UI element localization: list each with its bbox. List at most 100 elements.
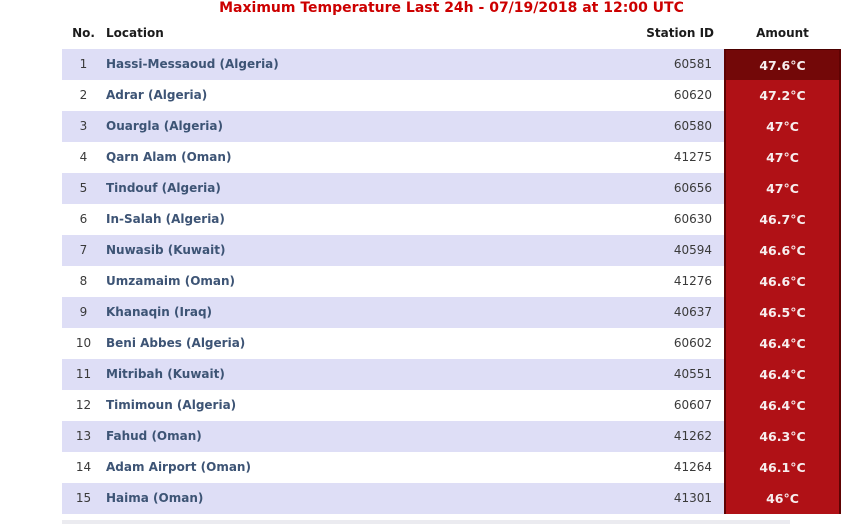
- row-station-id: 41262: [640, 421, 714, 452]
- row-no: 12: [75, 398, 92, 412]
- column-header-amount: Amount: [756, 26, 809, 40]
- column-header-no: No.: [72, 26, 95, 40]
- row-no: 2: [79, 88, 88, 102]
- amount-cell: 46.5°C: [724, 297, 841, 328]
- amount-cell: 47°C: [724, 142, 841, 173]
- column-header-station-id: Station ID: [646, 26, 714, 40]
- table-row: 7 Nuwasib (Kuwait) 40594 46.6°C: [62, 235, 841, 266]
- row-station-id: 41264: [673, 460, 712, 474]
- amount-cell: 46.4°C: [724, 390, 841, 421]
- table-row: 15 Haima (Oman) 41301 46°C: [62, 483, 841, 514]
- row-station-id: 60630: [673, 212, 712, 226]
- row-no: 11: [62, 359, 105, 390]
- row-location: Adrar (Algeria): [106, 88, 208, 102]
- row-station-id: 60607: [673, 398, 712, 412]
- table-row: 5 Tindouf (Algeria) 60656 47°C: [62, 173, 841, 204]
- row-location: Khanaqin (Iraq): [105, 297, 640, 328]
- row-no: 5: [62, 173, 105, 204]
- row-location: Qarn Alam (Oman): [106, 150, 232, 164]
- row-station-id: 40551: [640, 359, 714, 390]
- row-location: Timimoun (Algeria): [106, 398, 237, 412]
- amount-cell: 46.4°C: [724, 359, 841, 390]
- row-station-id: 60620: [673, 88, 712, 102]
- row-amount: 46.1°C: [759, 460, 806, 475]
- row-location: Haima (Oman): [105, 483, 640, 514]
- table-header-row: No. Location Station ID Amount: [62, 18, 841, 49]
- row-no: 9: [62, 297, 105, 328]
- amount-cell: 46.6°C: [724, 235, 841, 266]
- table-row: 14 Adam Airport (Oman) 41264 46.1°C: [62, 452, 841, 483]
- row-amount: 46.4°C: [759, 367, 806, 382]
- table-row: 10 Beni Abbes (Algeria) 60602 46.4°C: [62, 328, 841, 359]
- row-amount: 47°C: [766, 181, 799, 196]
- row-amount: 47°C: [766, 150, 799, 165]
- amount-cell: 46.1°C: [724, 452, 841, 483]
- row-station-id: 60656: [640, 173, 714, 204]
- row-station-id: 60581: [640, 49, 714, 80]
- row-station-id: 40594: [640, 235, 714, 266]
- table-row: 6 In-Salah (Algeria) 60630 46.7°C: [62, 204, 841, 235]
- row-location: Mitribah (Kuwait): [105, 359, 640, 390]
- row-amount: 46.6°C: [759, 274, 806, 289]
- row-no: 4: [79, 150, 88, 164]
- table-row: 9 Khanaqin (Iraq) 40637 46.5°C: [62, 297, 841, 328]
- table-row: 12 Timimoun (Algeria) 60607 46.4°C: [62, 390, 841, 421]
- row-location: In-Salah (Algeria): [106, 212, 225, 226]
- temperature-table: No. Location Station ID Amount 1 Hassi-M…: [62, 18, 841, 514]
- row-amount: 47.6°C: [759, 58, 806, 73]
- row-amount: 46.4°C: [759, 336, 806, 351]
- row-station-id: 60580: [640, 111, 714, 142]
- amount-cell: 47°C: [724, 173, 841, 204]
- row-no: 14: [75, 460, 92, 474]
- row-station-id: 41275: [673, 150, 712, 164]
- row-amount: 46.5°C: [759, 305, 806, 320]
- row-no: 6: [79, 212, 88, 226]
- amount-cell: 46.3°C: [724, 421, 841, 452]
- amount-cell: 46.6°C: [724, 266, 841, 297]
- table-row: 4 Qarn Alam (Oman) 41275 47°C: [62, 142, 841, 173]
- row-no: 15: [62, 483, 105, 514]
- row-station-id: 60602: [673, 336, 712, 350]
- row-station-id: 41276: [673, 274, 712, 288]
- page-title: Maximum Temperature Last 24h - 07/19/201…: [219, 0, 684, 16]
- column-header-location: Location: [106, 26, 164, 40]
- row-station-id: 41301: [640, 483, 714, 514]
- row-amount: 46.7°C: [759, 212, 806, 227]
- row-amount: 46.4°C: [759, 398, 806, 413]
- row-amount: 46°C: [766, 491, 799, 506]
- row-amount: 47°C: [766, 119, 799, 134]
- row-location: Fahud (Oman): [105, 421, 640, 452]
- amount-cell: 46°C: [724, 483, 841, 514]
- amount-cell: 47.6°C: [724, 49, 841, 80]
- row-location: Hassi-Messaoud (Algeria): [105, 49, 640, 80]
- row-no: 10: [75, 336, 92, 350]
- table-row: 13 Fahud (Oman) 41262 46.3°C: [62, 421, 841, 452]
- row-amount: 46.3°C: [759, 429, 806, 444]
- amount-cell: 46.4°C: [724, 328, 841, 359]
- table-row: 3 Ouargla (Algeria) 60580 47°C: [62, 111, 841, 142]
- amount-cell: 47.2°C: [724, 80, 841, 111]
- row-location: Umzamaim (Oman): [106, 274, 236, 288]
- amount-cell: 46.7°C: [724, 204, 841, 235]
- table-row: 11 Mitribah (Kuwait) 40551 46.4°C: [62, 359, 841, 390]
- table-row: 1 Hassi-Messaoud (Algeria) 60581 47.6°C: [62, 49, 841, 80]
- row-location: Tindouf (Algeria): [105, 173, 640, 204]
- table-row: 8 Umzamaim (Oman) 41276 46.6°C: [62, 266, 841, 297]
- row-location: Ouargla (Algeria): [105, 111, 640, 142]
- row-location: Adam Airport (Oman): [106, 460, 251, 474]
- amount-cell: 47°C: [724, 111, 841, 142]
- row-no: 3: [62, 111, 105, 142]
- row-no: 1: [62, 49, 105, 80]
- row-amount: 46.6°C: [759, 243, 806, 258]
- row-location: Beni Abbes (Algeria): [106, 336, 246, 350]
- row-amount: 47.2°C: [759, 88, 806, 103]
- row-no: 13: [62, 421, 105, 452]
- row-no: 7: [62, 235, 105, 266]
- row-station-id: 40637: [640, 297, 714, 328]
- next-row-edge: [62, 520, 790, 524]
- table-body: 1 Hassi-Messaoud (Algeria) 60581 47.6°C …: [62, 49, 841, 514]
- row-no: 8: [79, 274, 88, 288]
- row-location: Nuwasib (Kuwait): [105, 235, 640, 266]
- table-row: 2 Adrar (Algeria) 60620 47.2°C: [62, 80, 841, 111]
